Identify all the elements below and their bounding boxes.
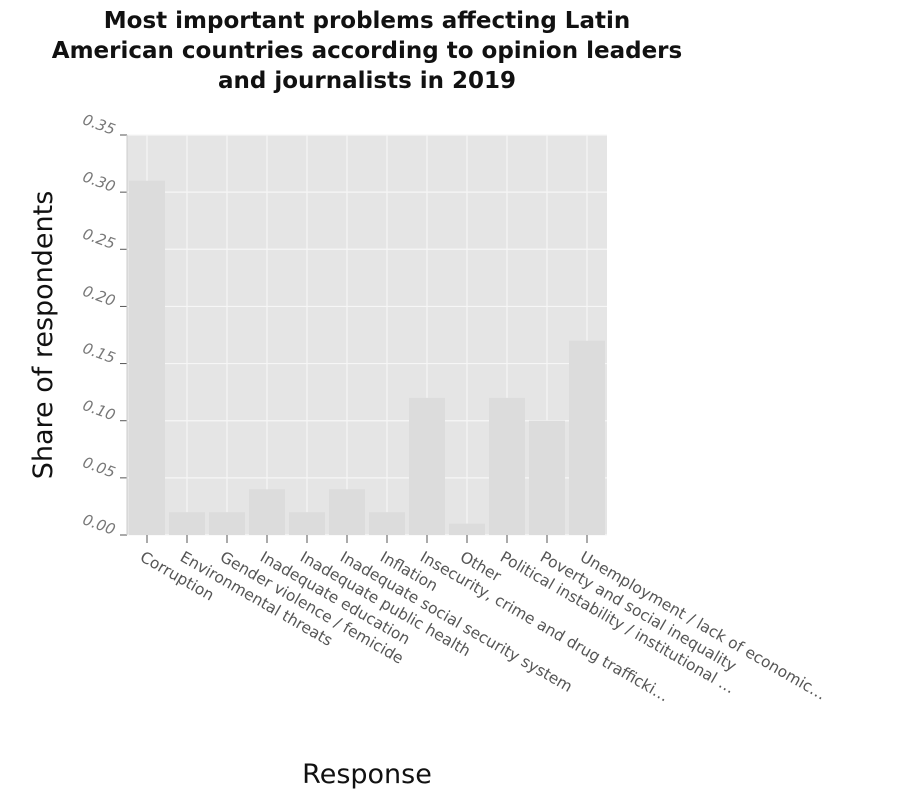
y-tick-labels: 0.00 0.05 0.10 0.15 0.20 0.25 0.30 0.35	[80, 110, 118, 538]
y-tick-label: 0.30	[80, 168, 118, 196]
chart-title-line-2: American countries according to opinion …	[51, 38, 683, 64]
y-axis-title: Share of respondents	[28, 191, 59, 480]
x-axis-title: Response	[302, 759, 432, 790]
bar	[489, 397, 525, 535]
y-tick-label: 0.35	[80, 110, 118, 138]
bar	[569, 340, 605, 535]
y-tick-label: 0.10	[80, 396, 118, 424]
bar	[289, 512, 325, 535]
plot-background	[127, 135, 607, 535]
y-tick-label: 0.15	[80, 339, 118, 367]
y-tick-label: 0.05	[80, 453, 118, 481]
bars	[129, 180, 605, 535]
y-tick-label: 0.20	[80, 282, 118, 310]
bar	[129, 180, 165, 535]
y-tick-label: 0.25	[80, 225, 118, 253]
axes	[120, 134, 588, 543]
bar	[329, 489, 365, 535]
bar	[209, 512, 245, 535]
x-tick-label: Poverty and social inequality	[537, 548, 740, 675]
bar	[369, 512, 405, 535]
grid-lines	[127, 134, 607, 536]
bar	[249, 489, 285, 535]
bar	[169, 512, 205, 535]
bar	[409, 397, 445, 535]
chart-title-line-1: Most important problems affecting Latin	[103, 8, 631, 34]
bar	[449, 523, 485, 535]
bar	[529, 420, 565, 535]
y-tick-label: 0.00	[80, 510, 118, 538]
chart-title: Most important problems affecting Latin …	[0, 6, 734, 96]
chart-title-line-3: and journalists in 2019	[217, 68, 517, 94]
